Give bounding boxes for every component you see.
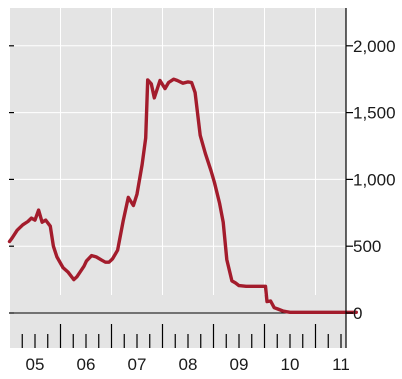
x-tick-label: 08 [179, 355, 198, 374]
x-tick-label: 05 [26, 355, 45, 374]
series-line [7, 77, 358, 314]
x-tick-label: 06 [77, 355, 96, 374]
x-tick-label: 07 [128, 355, 147, 374]
x-axis-ticks: 05 06 07 08 09 10 11 [21, 324, 350, 374]
y-tick-label: 0 [353, 304, 362, 323]
vertical-gridlines [60, 8, 316, 295]
y-tick-label: 1,000 [353, 170, 396, 189]
x-tick-label: 11 [332, 355, 350, 374]
y-tick-label: 1,500 [353, 104, 396, 123]
y-axis-ticks: 0 500 1,000 1,500 2,000 [9, 37, 396, 323]
plot-background [10, 8, 346, 348]
y-tick-label: 2,000 [353, 37, 396, 56]
horizontal-gridlines [10, 45, 346, 247]
y-tick-label: 500 [353, 237, 381, 256]
x-tick-label: 09 [230, 355, 249, 374]
x-tick-label: 10 [281, 355, 300, 374]
